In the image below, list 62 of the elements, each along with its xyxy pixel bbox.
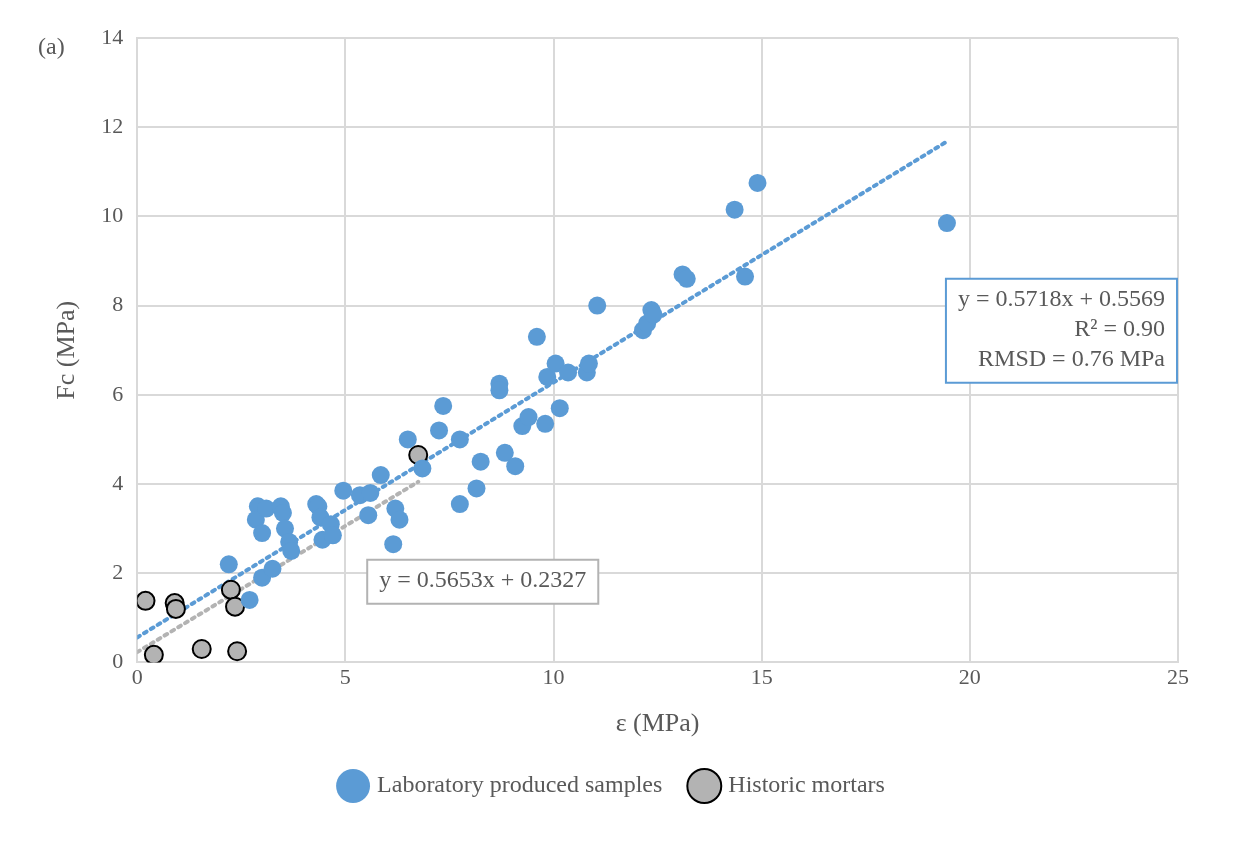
point: [361, 483, 380, 502]
point: [143, 644, 164, 663]
point: [725, 200, 744, 219]
point: [450, 495, 469, 514]
point: [253, 524, 272, 543]
y-tick-label: 8: [112, 291, 124, 317]
point: [536, 414, 555, 433]
x-tick-label: 25: [1167, 664, 1189, 690]
point: [471, 452, 490, 471]
point: [398, 430, 417, 449]
y-tick-label: 2: [112, 558, 124, 584]
point: [559, 363, 578, 382]
y-tick-label: 10: [101, 202, 124, 228]
x-tick-label: 10: [542, 664, 565, 690]
point: [588, 296, 607, 315]
point: [519, 408, 538, 427]
x-tick-label: 0: [131, 664, 143, 690]
legend-label: Historic mortars: [728, 771, 885, 798]
point: [677, 269, 696, 288]
y-tick-label: 14: [101, 23, 124, 49]
point: [227, 641, 248, 662]
point: [467, 479, 486, 498]
x-tick-label: 20: [958, 664, 981, 690]
y-tick-label: 0: [112, 648, 124, 674]
point: [137, 590, 156, 611]
point: [413, 459, 432, 478]
x-axis-title: ε (MPa): [615, 708, 700, 738]
point: [220, 579, 241, 600]
point: [371, 466, 390, 485]
text: (a): [38, 33, 65, 60]
point: [384, 535, 403, 554]
point: [748, 173, 767, 192]
annotation: y = 0.5718x + 0.5569 R² = 0.90 RMSD = 0.76 MPa: [957, 285, 1166, 372]
point: [323, 526, 342, 545]
point: [450, 430, 469, 449]
point: [191, 639, 212, 660]
y-axis-title: Fc (MPa): [51, 300, 81, 400]
point: [506, 457, 525, 476]
y-tick-label: 6: [112, 380, 124, 406]
point: [165, 598, 186, 619]
point: [434, 396, 453, 415]
point: [495, 443, 514, 462]
point: [219, 555, 238, 574]
point: [430, 421, 449, 440]
annotation: y = 0.5653x + 0.2327: [379, 566, 587, 593]
y-tick-label: 12: [101, 112, 124, 138]
point: [334, 481, 353, 500]
point: [538, 367, 557, 386]
x-tick-label: 15: [750, 664, 773, 690]
point: [263, 559, 282, 578]
legend-label: Laboratory produced samples: [377, 771, 663, 798]
point: [527, 327, 546, 346]
point: [550, 399, 569, 418]
point: [546, 354, 565, 373]
point: [240, 590, 259, 609]
point: [225, 596, 246, 617]
point: [937, 214, 956, 233]
point: [359, 506, 378, 525]
x-tick-label: 5: [339, 664, 351, 690]
point: [736, 267, 755, 286]
point: [390, 510, 409, 529]
y-tick-label: 4: [112, 469, 124, 495]
